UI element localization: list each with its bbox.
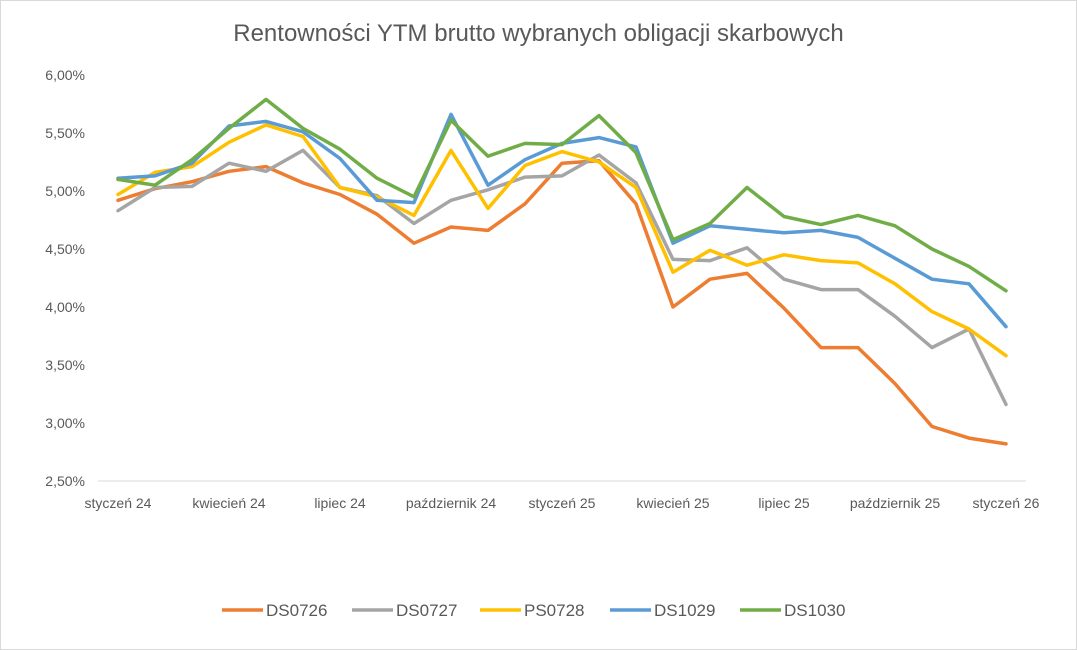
y-tick-label: 4,00% xyxy=(45,299,85,315)
series-line-ds0726 xyxy=(116,159,1008,446)
y-tick-label: 5,50% xyxy=(45,125,85,141)
legend: DS0726 DS0727 PS0728 DS1029 DS1030 xyxy=(222,601,845,620)
series-line-ds1030 xyxy=(116,97,1008,293)
axes: 2,50% 3,00% 3,50% 4,00% 4,50% 5,00% 5,50% 6,00%… xyxy=(45,67,1039,511)
legend-label-ds0726: DS0726 xyxy=(266,601,327,620)
x-tick-label: styczeń 24 xyxy=(85,495,152,511)
series-lines xyxy=(116,97,1008,446)
x-tick-label: październik 24 xyxy=(406,495,496,511)
legend-label-ds1029: DS1029 xyxy=(654,601,715,620)
y-tick-label: 3,00% xyxy=(45,415,85,431)
x-tick-label: lipiec 25 xyxy=(758,495,810,511)
x-tick-label: styczeń 25 xyxy=(529,495,596,511)
x-tick-label: październik 25 xyxy=(850,495,940,511)
y-tick-label: 4,50% xyxy=(45,241,85,257)
series-line-ps0728 xyxy=(116,123,1008,358)
series-line-ds0727 xyxy=(116,148,1008,407)
legend-label-ds0727: DS0727 xyxy=(396,601,457,620)
x-tick-label: kwiecień 25 xyxy=(636,495,709,511)
chart-title: Rentowności YTM brutto wybranych obligac… xyxy=(233,20,844,47)
legend-label-ps0728: PS0728 xyxy=(524,601,585,620)
x-tick-label: styczeń 26 xyxy=(973,495,1040,511)
x-tick-label: lipiec 24 xyxy=(314,495,366,511)
legend-label-ds1030: DS1030 xyxy=(784,601,845,620)
y-tick-label: 5,00% xyxy=(45,183,85,199)
y-tick-label: 3,50% xyxy=(45,357,85,373)
y-tick-label: 6,00% xyxy=(45,67,85,83)
x-tick-label: kwiecień 24 xyxy=(192,495,265,511)
y-tick-label: 2,50% xyxy=(45,473,85,489)
